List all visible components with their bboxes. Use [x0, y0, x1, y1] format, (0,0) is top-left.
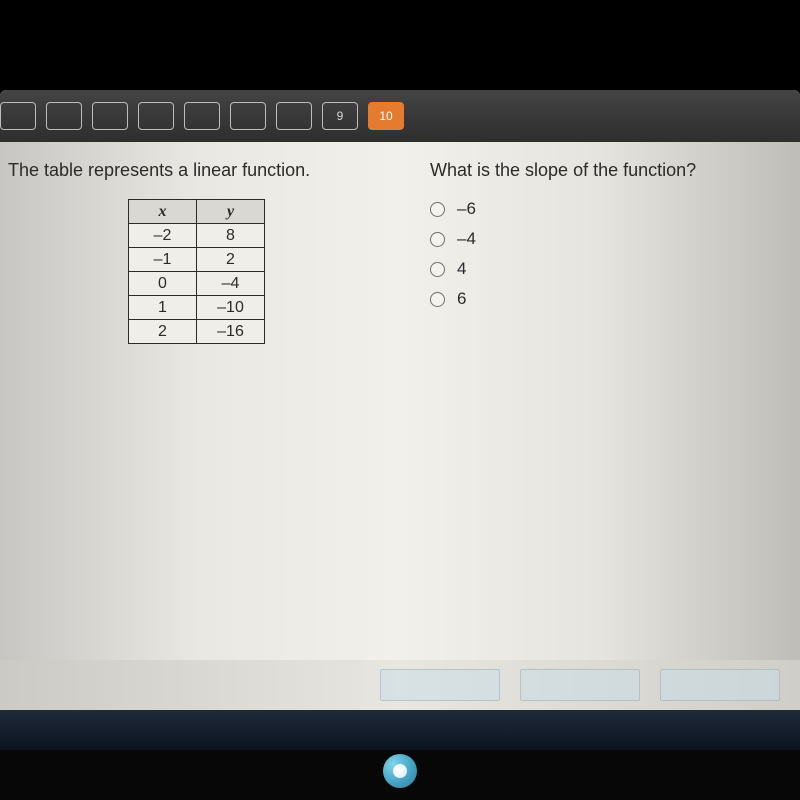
nav-item-6[interactable] [230, 102, 266, 130]
option-label: –6 [457, 199, 476, 219]
table-prompt: The table represents a linear function. [8, 160, 378, 181]
option-c[interactable]: 4 [430, 259, 770, 279]
option-label: 4 [457, 259, 466, 279]
cell-x: 0 [129, 272, 197, 296]
answer-options: –6 –4 4 6 [430, 199, 770, 309]
question-content: The table represents a linear function. … [0, 160, 800, 710]
table-row: –1 2 [129, 248, 265, 272]
nav-item-4[interactable] [138, 102, 174, 130]
nav-item-7[interactable] [276, 102, 312, 130]
os-taskbar [0, 750, 800, 800]
radio-icon [430, 262, 445, 277]
nav-item-3[interactable] [92, 102, 128, 130]
function-table: x y –2 8 –1 2 0 –4 1 –10 [128, 199, 265, 344]
cell-x: –1 [129, 248, 197, 272]
question-prompt: What is the slope of the function? [430, 160, 770, 181]
cell-x: 1 [129, 296, 197, 320]
left-column: The table represents a linear function. … [8, 160, 378, 344]
radio-icon [430, 202, 445, 217]
laptop-bezel [0, 710, 800, 750]
radio-icon [430, 292, 445, 307]
nav-item-2[interactable] [46, 102, 82, 130]
right-column: What is the slope of the function? –6 –4… [430, 160, 770, 319]
browser-icon-inner [393, 764, 407, 778]
table-row: 1 –10 [129, 296, 265, 320]
cell-y: 8 [197, 224, 265, 248]
cell-y: –10 [197, 296, 265, 320]
option-a[interactable]: –6 [430, 199, 770, 219]
table-row: 2 –16 [129, 320, 265, 344]
bottom-button[interactable] [660, 669, 780, 701]
option-b[interactable]: –4 [430, 229, 770, 249]
question-navbar: 9 10 [0, 90, 800, 142]
col-header-y: y [197, 200, 265, 224]
radio-icon [430, 232, 445, 247]
option-d[interactable]: 6 [430, 289, 770, 309]
nav-item-1[interactable] [0, 102, 36, 130]
col-header-x: x [129, 200, 197, 224]
table-header-row: x y [129, 200, 265, 224]
quiz-screen: 9 10 The table represents a linear funct… [0, 90, 800, 710]
cell-x: 2 [129, 320, 197, 344]
table-row: 0 –4 [129, 272, 265, 296]
bottom-button[interactable] [380, 669, 500, 701]
bottom-toolbar [0, 660, 800, 710]
nav-item-10[interactable]: 10 [368, 102, 404, 130]
option-label: 6 [457, 289, 466, 309]
table-row: –2 8 [129, 224, 265, 248]
cell-y: 2 [197, 248, 265, 272]
browser-icon[interactable] [383, 754, 417, 788]
cell-x: –2 [129, 224, 197, 248]
option-label: –4 [457, 229, 476, 249]
cell-y: –4 [197, 272, 265, 296]
cell-y: –16 [197, 320, 265, 344]
nav-item-9[interactable]: 9 [322, 102, 358, 130]
bottom-button[interactable] [520, 669, 640, 701]
nav-item-5[interactable] [184, 102, 220, 130]
